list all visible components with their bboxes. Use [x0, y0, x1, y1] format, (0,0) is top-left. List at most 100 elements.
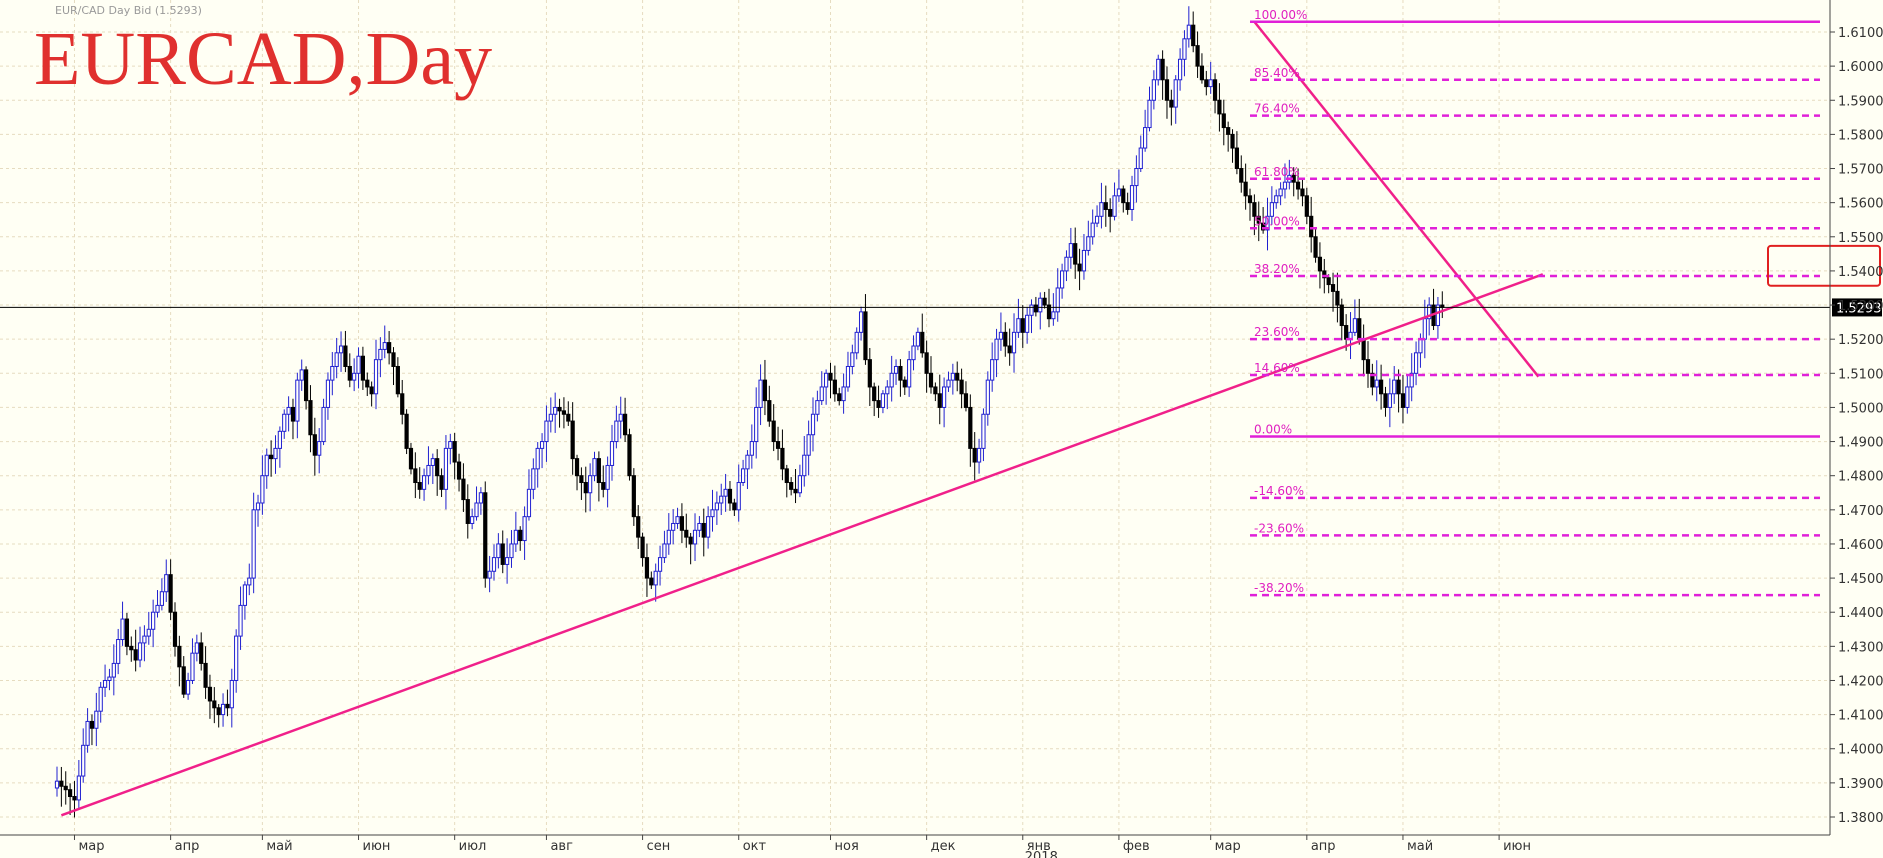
bull-candle-body — [588, 475, 593, 494]
bear-candle-body — [867, 359, 872, 388]
bull-candle-body — [942, 386, 947, 408]
fib-level-label: 85.40% — [1254, 66, 1300, 80]
price-tick-label: 1.4300 — [1838, 640, 1883, 655]
price-tick-label: 1.4500 — [1838, 572, 1883, 587]
bear-candle-body — [955, 372, 960, 381]
bull-candle-body — [478, 492, 483, 504]
time-tick-label: сен — [647, 839, 671, 854]
bull-candle-body — [544, 420, 549, 443]
bull-candle-body — [382, 342, 387, 350]
bear-candle-body — [832, 379, 837, 395]
bull-candle-body — [491, 557, 497, 572]
fib-level-label: -23.60% — [1254, 521, 1304, 535]
time-axis: мар апр май июн июл авг сен окт ноя дек янв фев мар а… — [0, 834, 1830, 858]
bull-candle-body — [505, 557, 510, 565]
bull-candle-body — [1081, 249, 1087, 272]
bear-candle-body — [1230, 133, 1235, 149]
bear-candle-body — [360, 355, 365, 381]
bull-candle-body — [330, 365, 335, 381]
bull-candle-body — [54, 780, 60, 789]
bear-candle-body — [1191, 24, 1196, 47]
time-tick-label: окт — [743, 839, 767, 854]
bull-candle-body — [85, 720, 90, 746]
bull-candle-body — [1025, 314, 1030, 333]
bull-candle-body — [692, 529, 698, 545]
bear-candle-body — [1125, 202, 1130, 210]
price-tick-label: 1.5000 — [1838, 401, 1883, 416]
bull-candle-body — [1177, 58, 1183, 81]
bear-candle-body — [579, 475, 584, 484]
bull-candle-body — [81, 744, 86, 777]
time-tick-label: апр — [1311, 839, 1336, 854]
bull-candle-body — [539, 441, 545, 449]
bear-candle-body — [387, 342, 392, 354]
bear-candle-body — [1217, 99, 1222, 115]
bull-candle-body — [719, 495, 724, 504]
fib-level-label: 76.40% — [1254, 102, 1300, 116]
bull-candle-body — [1086, 236, 1091, 251]
bull-candle-body — [107, 676, 112, 681]
bear-candle-body — [417, 482, 422, 490]
fib-level-label: 50.00% — [1254, 214, 1300, 228]
bull-candle-body — [190, 652, 195, 681]
bull-candle-body — [706, 516, 711, 538]
bear-candle-body — [771, 420, 776, 443]
fib-level-label: 14.60% — [1254, 361, 1300, 375]
bull-candle-body — [592, 458, 597, 477]
bear-candle-body — [959, 379, 964, 395]
bear-candle-body — [1339, 304, 1344, 327]
bear-candle-body — [1247, 195, 1253, 204]
trend-lines-and-fib: 100.00% 85.40% 76.40% 61.80% 50.00% 38.20% 23.… — [60, 8, 1881, 817]
bear-candle-body — [1330, 284, 1336, 292]
bear-candle-body — [828, 372, 833, 381]
grid-lines — [0, 0, 1830, 835]
bear-candle-body — [679, 516, 685, 531]
bull-candle-body — [1147, 99, 1152, 129]
bear-candle-body — [181, 666, 186, 695]
bear-candle-body — [203, 662, 208, 688]
bull-candle-body — [277, 430, 282, 449]
price-tick-label: 1.5900 — [1838, 94, 1883, 109]
bull-candle-body — [116, 639, 121, 664]
bear-candle-body — [391, 352, 396, 367]
bear-candle-body — [1212, 79, 1218, 101]
fib-level-label: 0.00% — [1254, 422, 1292, 436]
bull-candle-body — [740, 468, 746, 484]
bull-candle-body — [142, 635, 147, 644]
bull-candle-body — [548, 413, 553, 422]
bear-candle-body — [1396, 379, 1401, 395]
current-price-value: 1.5293 — [1836, 301, 1882, 316]
bull-candle-body — [911, 345, 916, 361]
bear-candle-body — [435, 458, 440, 477]
time-tick-label: июн — [1503, 839, 1531, 854]
bear-candle-body — [1033, 304, 1038, 313]
last-price-line: 1.5293 — [0, 298, 1882, 317]
time-tick-label: ноя — [834, 839, 858, 854]
bull-candle-body — [1274, 195, 1279, 204]
bear-candle-body — [413, 468, 418, 484]
bull-candle-body — [749, 441, 754, 456]
bull-candle-body — [186, 679, 191, 695]
bear-candle-body — [1007, 345, 1012, 354]
bear-candle-body — [933, 386, 938, 395]
bull-candle-body — [146, 628, 151, 637]
price-tick-label: 1.5100 — [1838, 367, 1883, 382]
bull-candle-body — [1418, 338, 1423, 354]
bull-candle-body — [430, 458, 435, 466]
bear-candle-body — [269, 454, 274, 460]
bear-candle-body — [1160, 58, 1165, 81]
bear-candle-body — [1365, 359, 1371, 374]
bull-candle-body — [819, 386, 824, 402]
bull-candle-body — [994, 338, 999, 361]
bull-candle-body — [522, 516, 527, 542]
bear-candle-body — [596, 458, 601, 484]
bull-candle-body — [238, 604, 243, 637]
bear-candle-body — [644, 557, 650, 579]
bear-candle-body — [1003, 331, 1008, 347]
bear-candle-body — [1370, 372, 1375, 388]
bear-candle-body — [1400, 393, 1406, 408]
price-tick-label: 1.4200 — [1838, 674, 1883, 689]
bull-candle-body — [1405, 386, 1410, 408]
bull-candle-body — [325, 379, 331, 408]
